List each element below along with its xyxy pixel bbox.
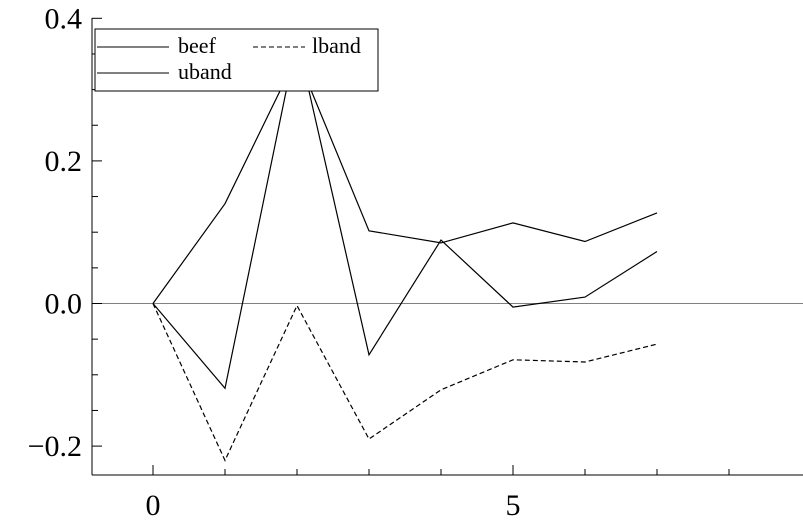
series-line-lband bbox=[152, 303, 658, 462]
legend: beef lband uband bbox=[94, 28, 379, 92]
axes bbox=[91, 18, 803, 476]
series-layer bbox=[152, 38, 658, 462]
legend-box bbox=[94, 28, 379, 92]
y-tick-label: 0.2 bbox=[45, 145, 83, 178]
legend-label-beef: beef bbox=[178, 33, 217, 58]
y-tick-label: 0.4 bbox=[45, 2, 83, 35]
tick-labels: 0.4 0.2 0.0 −0.2 0 5 bbox=[28, 2, 521, 522]
series-line-uband bbox=[152, 38, 658, 390]
y-tick-label: −0.2 bbox=[28, 430, 82, 463]
series-line-beef bbox=[152, 54, 658, 304]
x-tick-label: 0 bbox=[146, 489, 161, 522]
legend-label-lband: lband bbox=[312, 33, 361, 58]
y-tick-label: 0.0 bbox=[45, 288, 83, 321]
x-tick-label: 5 bbox=[506, 489, 521, 522]
legend-label-uband: uband bbox=[178, 59, 232, 84]
